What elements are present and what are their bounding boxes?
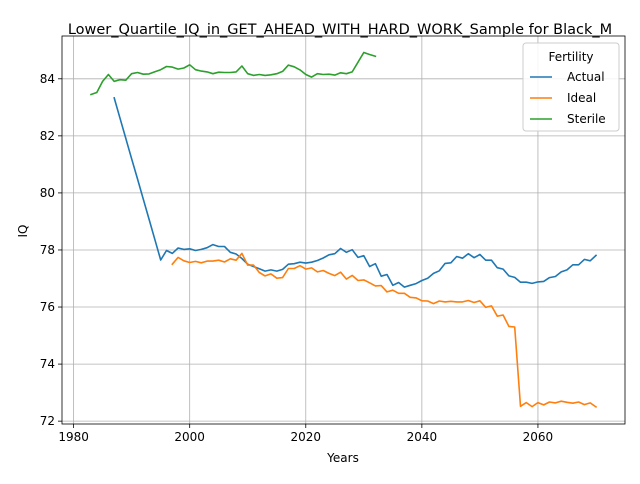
series-line-actual <box>113 96 598 288</box>
legend-label-ideal: Ideal <box>567 91 596 105</box>
y-tick-label: 72 <box>40 414 55 428</box>
x-axis-label: Years <box>326 451 359 465</box>
x-tick-label: 1980 <box>58 430 89 444</box>
legend-title: Fertility <box>548 50 593 64</box>
x-axis-ticks: 1980 2000 2020 2040 2060 <box>58 424 553 444</box>
x-tick-label: 2020 <box>290 430 321 444</box>
series-line-sterile <box>89 51 377 96</box>
y-axis-ticks: 72 74 76 78 80 82 84 <box>40 72 62 428</box>
x-tick-label: 2060 <box>523 430 554 444</box>
series-line-ideal <box>171 252 598 409</box>
y-tick-label: 76 <box>40 300 55 314</box>
plot-frame <box>61 35 626 425</box>
x-tick-label: 2000 <box>174 430 205 444</box>
legend-items: Actual Ideal Sterile <box>530 70 606 126</box>
grid <box>62 36 625 424</box>
series-lines <box>89 51 598 409</box>
y-tick-label: 82 <box>40 129 55 143</box>
y-axis-label: IQ <box>16 225 30 238</box>
y-tick-label: 74 <box>40 357 55 371</box>
legend-label-sterile: Sterile <box>567 112 606 126</box>
x-tick-label: 2040 <box>407 430 438 444</box>
legend: Fertility Actual Ideal Sterile <box>522 42 620 132</box>
chart-title: Lower_Quartile_IQ_in_GET_AHEAD_WITH_HARD… <box>68 22 612 38</box>
y-tick-label: 80 <box>40 186 55 200</box>
y-tick-label: 84 <box>40 72 55 86</box>
y-tick-label: 78 <box>40 243 55 257</box>
legend-box <box>522 42 620 132</box>
legend-label-actual: Actual <box>567 70 605 84</box>
